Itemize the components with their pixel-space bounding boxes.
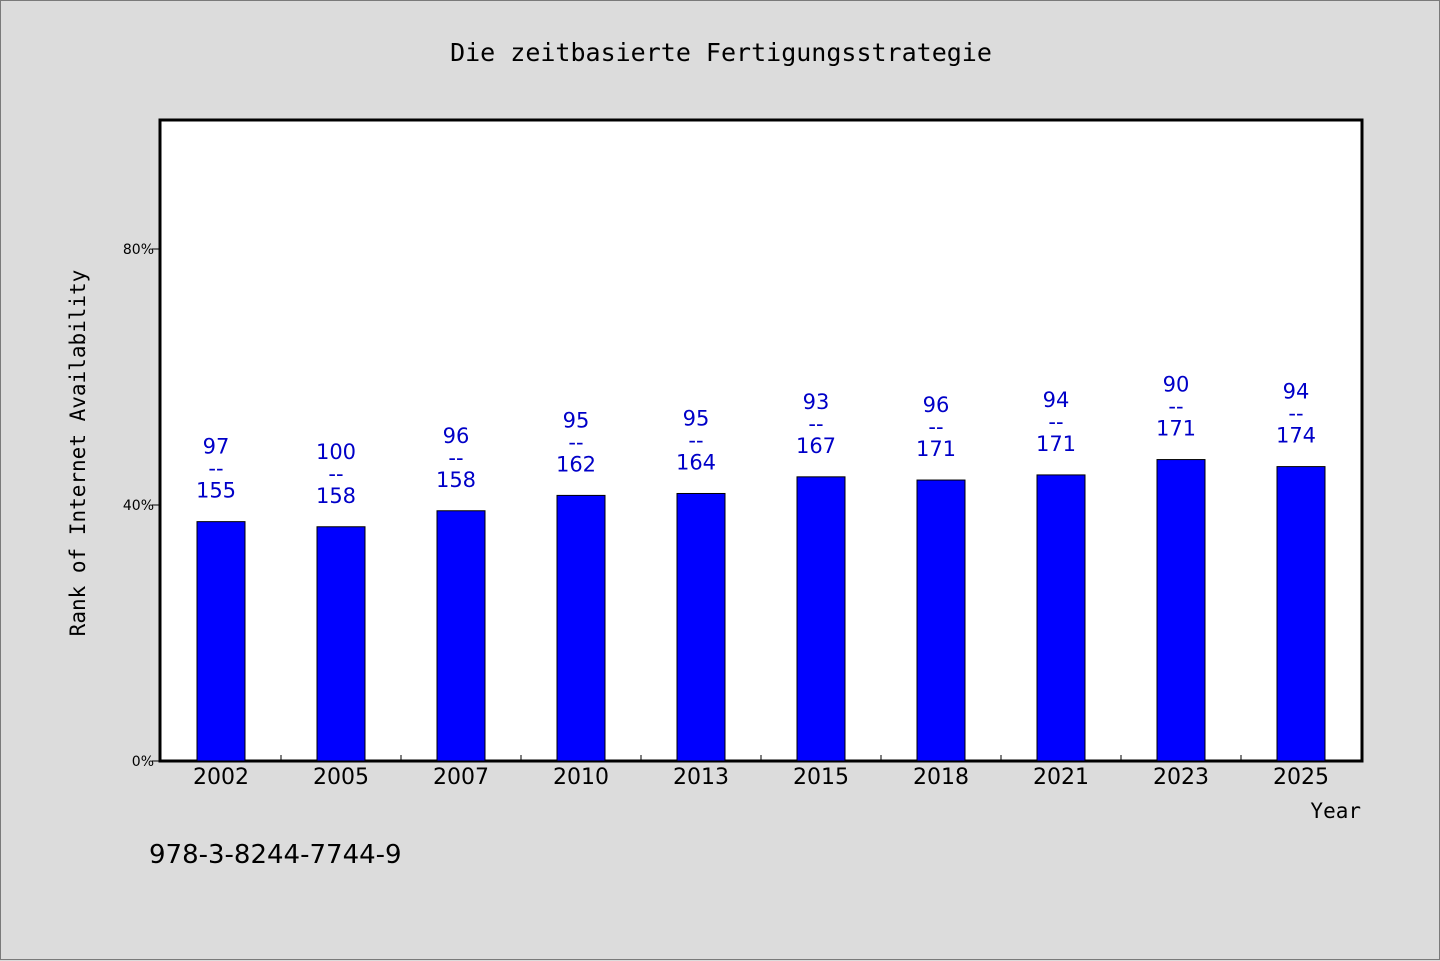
data-label-total: 158 <box>436 468 476 492</box>
data-label-total: 158 <box>316 484 356 508</box>
data-label-total: 155 <box>196 479 236 503</box>
data-label-rank: 100 <box>316 440 356 464</box>
bar-2021 <box>1036 474 1086 762</box>
bar-2007 <box>436 510 486 762</box>
data-label-rank: 94 <box>1043 388 1070 412</box>
data-label-separator: -- <box>208 457 223 481</box>
x-tick-label: 2025 <box>1273 765 1329 790</box>
ticks-group: 2002 2005 2007 2010 2013 2015 2018 2021 2023 2025… <box>123 242 1329 790</box>
x-tick-label: 2015 <box>793 765 849 790</box>
data-label-separator: -- <box>1168 395 1183 419</box>
data-label-separator: -- <box>808 412 823 436</box>
x-tick-label: 2023 <box>1153 765 1209 790</box>
y-tick-label: 80% <box>123 242 154 258</box>
bars-group <box>196 459 1326 762</box>
data-label-total: 162 <box>556 452 596 476</box>
data-label-rank: 95 <box>683 406 710 430</box>
y-axis-label: Rank of Internet Availability <box>66 270 90 637</box>
x-tick-label: 2005 <box>313 765 369 790</box>
data-label-total: 171 <box>1156 417 1196 441</box>
x-tick-label: 2021 <box>1033 765 1089 790</box>
x-tick-label: 2010 <box>553 765 609 790</box>
footer-isbn: 978-3-8244-7744-9 <box>149 840 402 870</box>
bar-2013 <box>676 492 726 762</box>
data-label-total: 164 <box>676 450 716 474</box>
data-label-rank: 94 <box>1283 380 1310 404</box>
y-tick-label: 40% <box>123 498 154 514</box>
data-label-rank: 96 <box>923 393 950 417</box>
x-tick-label: 2018 <box>913 765 969 790</box>
data-label-rank: 97 <box>203 435 230 459</box>
data-label-separator: -- <box>328 462 343 486</box>
data-label-separator: -- <box>928 415 943 439</box>
data-label-rank: 93 <box>803 390 830 414</box>
data-label-total: 171 <box>916 437 956 461</box>
bar-2010 <box>556 494 606 762</box>
data-label-separator: -- <box>1288 402 1303 426</box>
data-label-total: 167 <box>796 434 836 458</box>
data-label-separator: -- <box>688 428 703 452</box>
x-axis-label: Year <box>1310 799 1361 823</box>
x-tick-label: 2002 <box>193 765 249 790</box>
chart-title: Die zeitbasierte Fertigungsstrategie <box>450 38 992 67</box>
x-tick-label: 2007 <box>433 765 489 790</box>
data-labels-group: 97--155100--15896--15895--16295--16493--… <box>196 373 1316 508</box>
data-label-rank: 90 <box>1163 373 1190 397</box>
data-label-separator: -- <box>568 430 583 454</box>
bar-2015 <box>796 476 846 762</box>
bar-2023 <box>1156 459 1206 762</box>
data-label-separator: -- <box>1048 410 1063 434</box>
y-tick-label: 0% <box>132 754 154 770</box>
bar-2025 <box>1276 466 1326 762</box>
data-label-rank: 96 <box>443 424 470 448</box>
data-label-separator: -- <box>448 446 463 470</box>
data-label-total: 171 <box>1036 432 1076 456</box>
data-label-total: 174 <box>1276 424 1316 448</box>
bar-2005 <box>316 526 366 762</box>
x-tick-label: 2013 <box>673 765 729 790</box>
data-label-rank: 95 <box>563 408 590 432</box>
bar-2018 <box>916 479 966 762</box>
bar-2002 <box>196 521 246 762</box>
